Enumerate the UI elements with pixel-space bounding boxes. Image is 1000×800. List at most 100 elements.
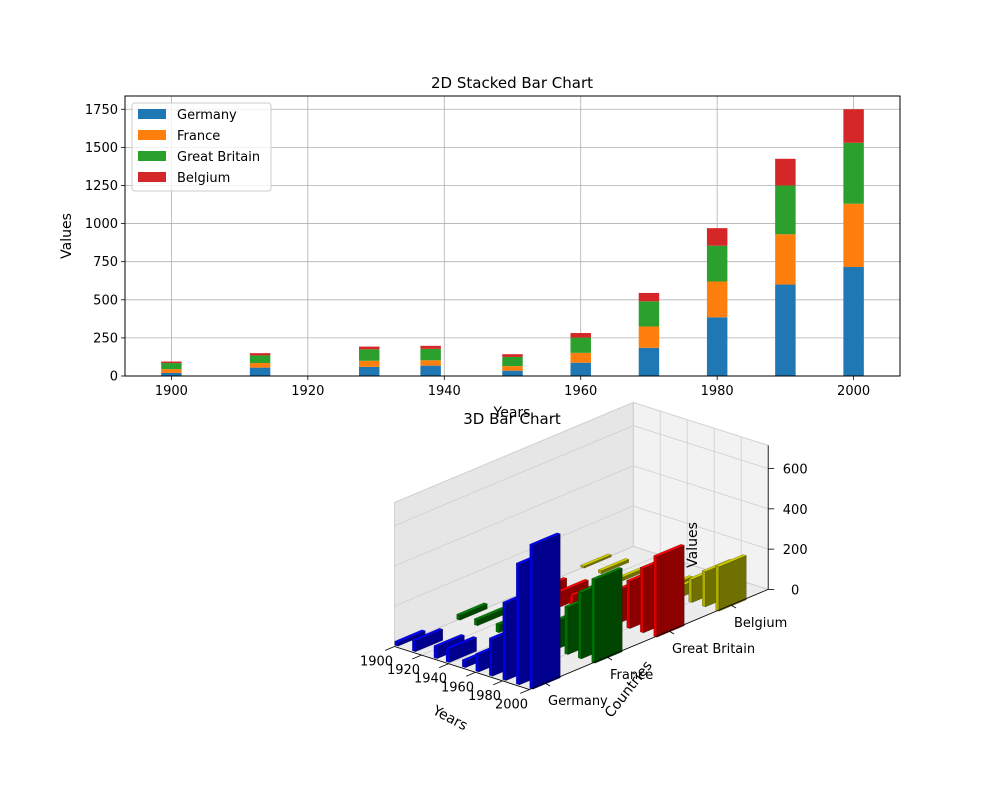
c1-title: 2D Stacked Bar Chart xyxy=(431,74,593,92)
c2-bar-france xyxy=(455,602,489,621)
c2-x-tick-label: 1960 xyxy=(441,680,474,695)
c1-bar-germany xyxy=(420,365,441,376)
c1-legend-swatch xyxy=(138,109,166,119)
c1-bar-belgium xyxy=(570,333,591,338)
c1-bars xyxy=(161,109,864,376)
c1-y-tick-label: 1750 xyxy=(85,103,118,118)
c2-x-tick-mark xyxy=(466,671,476,677)
c1-bar-belgium xyxy=(843,109,864,143)
c2-bar-belgium xyxy=(597,558,630,575)
c1-bar-great-britain xyxy=(638,301,660,327)
c1-bar-belgium xyxy=(249,353,271,356)
c1-legend-label: Great Britain xyxy=(177,150,260,165)
c1-bar-germany xyxy=(706,317,728,376)
c1-bar-great-britain xyxy=(706,245,728,282)
c1-bar-belgium xyxy=(359,346,380,350)
c1-bar-france xyxy=(249,363,271,368)
c1-bar-france xyxy=(706,281,728,318)
c1-bar-france xyxy=(570,352,591,363)
c2-x-tick-label: 1920 xyxy=(387,663,420,678)
c1-bar-belgium xyxy=(502,354,523,357)
c2-bar-great-britain xyxy=(652,543,686,638)
c1-bar-france xyxy=(420,360,441,366)
c1-bar-great-britain xyxy=(843,142,864,204)
c1-bar-germany xyxy=(570,362,591,376)
c2-y-tick-mark xyxy=(544,682,551,687)
c1-x-ticks: 1900 1920 1940 1960 1980 2000 xyxy=(155,376,870,399)
c1-y-tick-label: 500 xyxy=(93,293,118,308)
c2-y-tick-mark xyxy=(668,630,675,635)
c1-legend-box xyxy=(131,102,272,192)
c2-bar-germany xyxy=(445,636,478,663)
c1-x-axis-label: Years xyxy=(493,405,531,421)
c1-bar-belgium xyxy=(161,361,182,364)
c1-legend-swatch xyxy=(138,130,166,140)
c2-title: 3D Bar Chart xyxy=(463,410,561,428)
c2-x-axis-line xyxy=(394,646,530,690)
c1-legend-label: Belgium xyxy=(177,171,230,186)
c1-bar-germany xyxy=(249,367,271,376)
c2-z-tick-label: 400 xyxy=(783,503,808,518)
c1-bar-france xyxy=(359,360,380,367)
c2-bar-france xyxy=(590,566,624,664)
c1-bar-belgium xyxy=(638,292,660,302)
c1-bar-germany xyxy=(775,284,796,376)
c1-bar-france xyxy=(775,234,796,285)
c2-grid xyxy=(394,425,769,527)
c1-legend: Germany France Great Britain Belgium xyxy=(131,102,272,192)
c1-x-tick-label: 1920 xyxy=(291,384,324,399)
c2-bar-belgium xyxy=(579,553,613,569)
c2-y-tick-label: Great Britain xyxy=(672,642,755,657)
c2-z-tick-label: 200 xyxy=(783,543,808,558)
c1-y-tick-label: 750 xyxy=(93,255,118,270)
c1-bar-belgium xyxy=(706,228,728,246)
c1-bar-great-britain xyxy=(359,349,380,361)
c2-y-axis-line xyxy=(529,589,769,690)
c1-plot-frame xyxy=(124,95,901,377)
c2-bar-germany xyxy=(411,628,444,653)
c2-z-tick-label: 0 xyxy=(791,583,799,598)
c2-bar-france xyxy=(473,607,506,627)
c2-y-tick-label: Belgium xyxy=(734,616,787,631)
c2-bar-belgium xyxy=(714,554,748,612)
c2-z-axis-label: Values xyxy=(685,522,701,568)
c1-y-tick-label: 1250 xyxy=(85,179,118,194)
c1-bar-great-britain xyxy=(161,363,182,370)
c1-x-tick-label: 1980 xyxy=(701,384,734,399)
c2-x-tick-mark xyxy=(385,646,395,651)
c1-legend-swatch xyxy=(138,172,166,182)
c1-bar-great-britain xyxy=(570,337,591,353)
c1-y-tick-label: 0 xyxy=(110,370,118,385)
c2-grid xyxy=(394,505,769,607)
c1-bar-great-britain xyxy=(420,348,441,361)
c1-bar-france xyxy=(161,369,182,373)
c1-y-tick-label: 1500 xyxy=(85,141,118,156)
c2-x-tick-mark xyxy=(412,654,422,660)
c2-x-tick-label: 1940 xyxy=(414,672,447,687)
c1-bar-germany xyxy=(502,370,523,376)
c1-y-tick-label: 250 xyxy=(93,331,118,346)
c2-z-tick-label: 600 xyxy=(783,463,808,478)
c2-bars xyxy=(393,532,748,690)
c2-y-tick-label: Germany xyxy=(548,694,608,709)
c1-bar-france xyxy=(502,366,523,371)
c1-y-ticks: 0 250 500 750 1000 1250 1500 1750 xyxy=(85,103,125,385)
c2-bar-germany xyxy=(528,532,562,690)
c2-y-tick-mark xyxy=(730,604,737,609)
c1-bar-great-britain xyxy=(502,356,523,367)
c2-y-tick-label: France xyxy=(610,668,653,683)
c1-bar-belgium xyxy=(420,345,441,349)
c2-x-tick-label: 1980 xyxy=(468,689,501,704)
c1-x-tick-label: 1900 xyxy=(155,384,188,399)
c1-bar-belgium xyxy=(775,158,796,186)
c1-bar-great-britain xyxy=(249,355,271,364)
c2-x-tick-label: 2000 xyxy=(495,698,528,713)
c1-bar-germany xyxy=(359,366,380,376)
c1-y-tick-label: 1000 xyxy=(85,217,118,232)
c1-bar-germany xyxy=(843,267,864,376)
c1-x-tick-label: 1940 xyxy=(428,384,461,399)
c1-bar-france xyxy=(638,326,660,348)
